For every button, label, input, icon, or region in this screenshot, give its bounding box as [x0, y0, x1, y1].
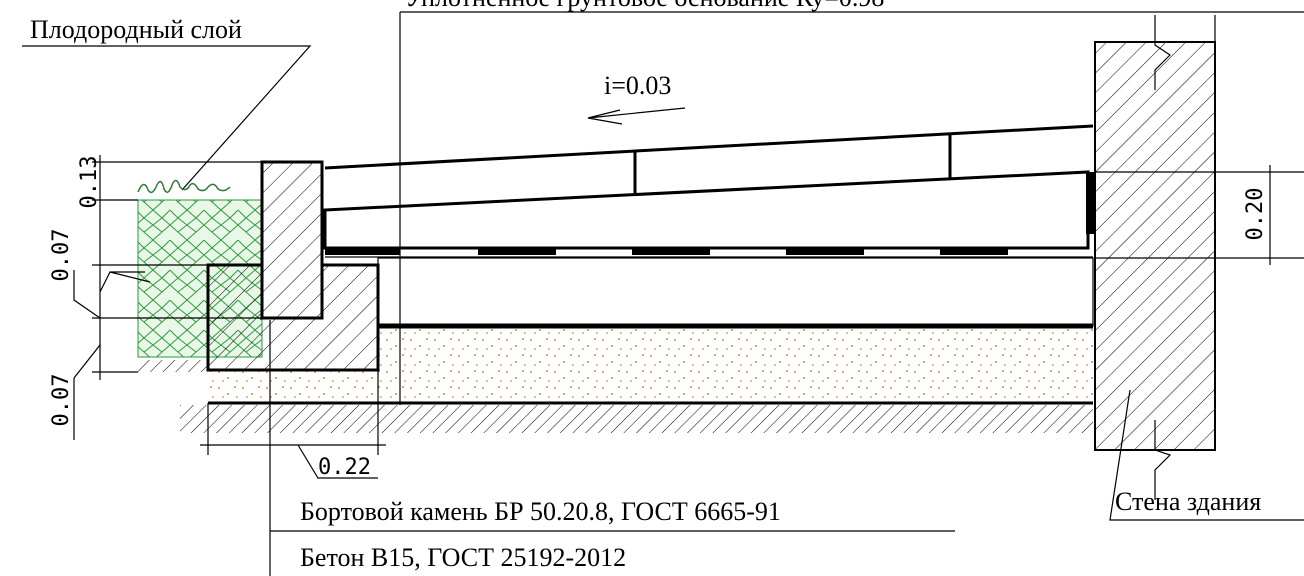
- ground: [180, 405, 1093, 433]
- leader: [22, 45, 312, 191]
- slope-label: i=0.03: [604, 71, 671, 100]
- concrete-label: Бетон В15, ГОСТ 25192-2012: [300, 543, 626, 572]
- dimension-line: [92, 155, 262, 380]
- break-line: [1154, 15, 1171, 90]
- dimension: 0.22: [318, 455, 371, 480]
- sand-base: [378, 328, 1093, 403]
- grass: [137, 179, 231, 194]
- curb-label: Бортовой камень БР 50.20.8, ГОСТ 6665-91: [300, 497, 781, 526]
- dimension-leader: [73, 270, 101, 440]
- geotextile: [325, 249, 1008, 255]
- sand-base: [208, 370, 378, 403]
- sand-layer: [323, 170, 1090, 250]
- dimension: 0.13: [77, 156, 102, 209]
- break-line: [1154, 420, 1172, 500]
- concrete-base: [377, 257, 1094, 327]
- dimension: 0.20: [1243, 188, 1268, 241]
- slope-arrow: [587, 107, 686, 125]
- ground: [138, 360, 208, 372]
- leader: [1109, 389, 1304, 521]
- dimension-leader: [99, 271, 151, 293]
- paving: [324, 124, 1094, 170]
- dimension-line: [200, 370, 386, 479]
- seal: [1086, 172, 1094, 234]
- dimension: 0.07: [49, 374, 74, 427]
- wall-label: Стена здания: [1115, 487, 1261, 516]
- dimension-line: [1095, 165, 1304, 265]
- curb-hatch: [262, 162, 322, 318]
- base-label: Уплотненное грунтовое основание Ку=0.98: [405, 0, 884, 12]
- dimension: 0.07: [49, 229, 74, 282]
- topsoil-label: Плодородный слой: [30, 15, 242, 44]
- wall: [1094, 41, 1216, 451]
